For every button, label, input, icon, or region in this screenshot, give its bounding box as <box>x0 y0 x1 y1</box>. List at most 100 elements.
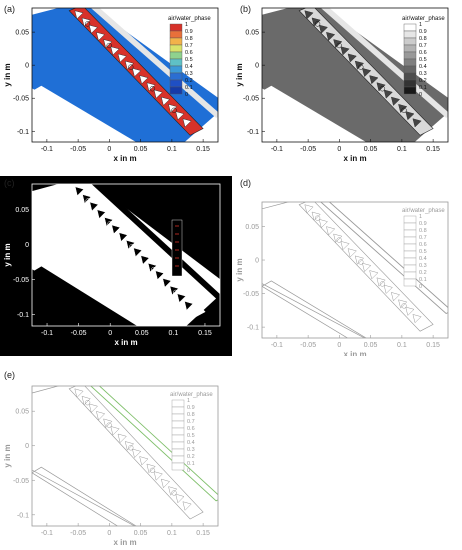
bubble-marker <box>107 221 113 227</box>
baffle-element <box>162 278 172 288</box>
baffle-element <box>168 486 178 496</box>
legend-tick-label: 0.9 <box>185 29 193 35</box>
baffle-element <box>110 426 120 436</box>
legend-tick-label: 1 <box>419 214 422 220</box>
outline-edge <box>262 202 290 210</box>
legend-tick-label: 0.2 <box>187 454 195 460</box>
baffle-element <box>88 24 98 34</box>
legend-tick-label: 0.6 <box>187 426 195 432</box>
panel-c: -0.1 -0.05 0 0.05 0.1 0.15 0.05 0 -0.05 -0.1 x in … <box>0 176 232 356</box>
legend-swatch <box>403 250 417 259</box>
x-axis-label: x in m <box>114 338 137 347</box>
baffle-element <box>354 255 365 265</box>
legend-tick-label: 0.3 <box>185 71 193 77</box>
lower-stripe <box>32 85 137 142</box>
panel-e-plot: -0.1 -0.05 0 0.05 0.1 0.15 0.05 0 -0.05 -0.1 x in … <box>3 385 219 547</box>
x-tick-label: 0.15 <box>426 146 440 153</box>
baffle-element <box>398 299 408 309</box>
x-tick-label: 0.15 <box>198 330 212 337</box>
baffle-element <box>139 456 149 466</box>
legend-tick-label: 0.6 <box>419 242 427 248</box>
legend-swatch <box>403 37 417 46</box>
y-tick-label: -0.05 <box>13 96 29 103</box>
baffle-element <box>304 10 314 20</box>
x-tick-label: -0.05 <box>70 146 86 153</box>
baffle-element <box>110 46 120 56</box>
baffle-element <box>405 306 415 316</box>
panel-a-plot: -0.1 -0.05 0 0.05 0.1 0.15 0.05 0 -0.05 -0.1 x in … <box>3 7 219 163</box>
legend-swatch <box>169 44 183 53</box>
legend-swatch <box>171 427 185 436</box>
bubble-marker <box>401 107 407 113</box>
bubble-marker <box>336 42 342 49</box>
bubble-marker <box>314 21 321 27</box>
y-tick-label: -0.05 <box>13 478 29 485</box>
y-tick-label: 0.05 <box>245 30 259 37</box>
y-axis-label: y in m <box>235 258 244 281</box>
baffle-element <box>390 96 401 106</box>
legend-title: air/water_phase <box>402 208 445 214</box>
legend-swatch <box>171 455 185 464</box>
lower-stripe <box>262 280 367 338</box>
baffle-element <box>88 403 98 413</box>
baffle-element <box>176 293 187 303</box>
baffle-element <box>132 67 142 78</box>
baffle-element <box>383 284 393 294</box>
legend-swatch <box>403 51 417 60</box>
outline-edge <box>262 283 366 338</box>
baffle-element <box>362 67 372 78</box>
legend-title: air/water_phase <box>168 16 211 22</box>
bubble-marker <box>171 490 177 496</box>
plot-frame <box>31 183 221 327</box>
bubble-marker <box>358 259 364 265</box>
y-tick-label: 0 <box>25 443 29 450</box>
legend-swatch <box>169 58 183 67</box>
baffle-element <box>140 255 150 265</box>
bubble-marker <box>106 422 112 428</box>
baffle-element <box>390 292 401 302</box>
y-tick-label: -0.05 <box>243 291 259 298</box>
plot-frame <box>31 7 219 143</box>
legend-swatch <box>403 72 417 81</box>
legend-tick-label: 0.2 <box>185 78 193 84</box>
baffle-element <box>155 270 165 280</box>
y-axis-label: y in m <box>3 243 12 266</box>
legend-tick-label: 0 <box>187 468 190 474</box>
legend-tick-label: 0.3 <box>187 447 195 453</box>
baffle-element <box>333 233 343 243</box>
y-tick-label: -0.1 <box>17 312 29 319</box>
baffle-element <box>318 218 328 229</box>
legend-swatch <box>171 434 185 443</box>
legend-swatch <box>171 413 185 422</box>
legend-swatch <box>171 399 185 408</box>
outline-edge <box>32 469 136 526</box>
x-tick-label: -0.05 <box>300 342 316 349</box>
baffle-element <box>369 270 379 280</box>
baffle-element <box>111 224 121 235</box>
legend-swatch <box>403 44 417 53</box>
x-axis-label: x in m <box>343 154 366 163</box>
bubble-marker <box>314 215 321 221</box>
y-tick-label: -0.1 <box>17 512 29 519</box>
y-tick-label: -0.1 <box>17 129 29 136</box>
legend-swatch <box>171 420 185 429</box>
bubble-marker <box>151 266 157 273</box>
baffle-element <box>376 277 386 287</box>
baffle-element <box>96 209 106 219</box>
legend-tick-label: 0 <box>185 92 188 98</box>
bubble-marker <box>336 237 342 243</box>
legend-tick-label: 1 <box>187 398 190 404</box>
x-tick-label: 0.05 <box>364 342 378 349</box>
baffle-element <box>362 262 372 273</box>
y-tick-label: 0.05 <box>15 409 29 416</box>
legend-tick-label: 0.8 <box>419 228 427 234</box>
y-tick-label: 0 <box>255 258 259 265</box>
y-tick-label: -0.05 <box>243 96 259 103</box>
legend-swatch <box>171 462 185 471</box>
panel-e-label: (e) <box>4 370 15 380</box>
upper-stripe <box>320 8 448 118</box>
legend-title: air/water_phase <box>402 16 445 22</box>
panel-d-label: (d) <box>240 178 251 188</box>
baffle-element <box>304 204 314 214</box>
panel-d: -0.1 -0.05 0 0.05 0.1 0.15 0.05 0 -0.05 -0.1 x in … <box>232 176 462 356</box>
